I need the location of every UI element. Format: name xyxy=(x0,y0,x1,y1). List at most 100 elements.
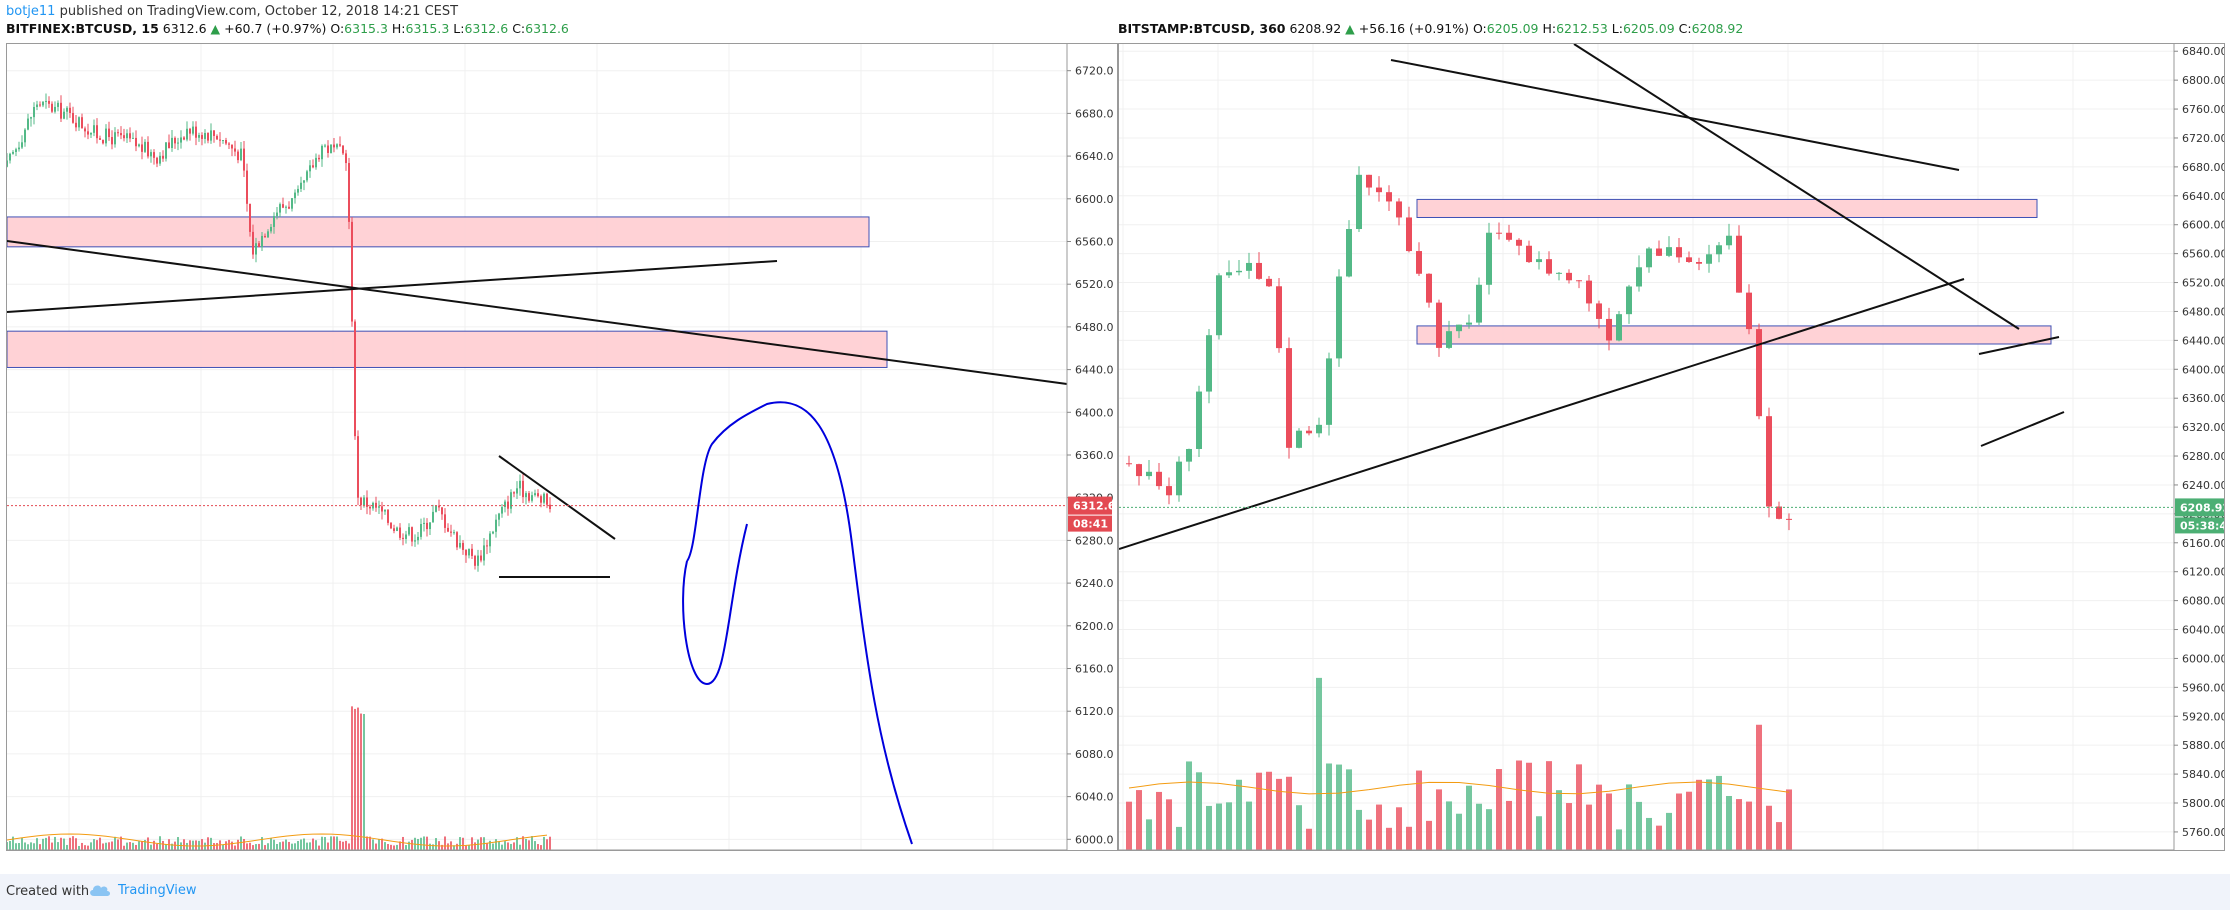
candle-body xyxy=(90,132,92,135)
candle-body xyxy=(405,534,407,539)
tradingview-logo-link[interactable]: TradingView xyxy=(118,883,197,898)
candle-body xyxy=(39,104,41,106)
y-tick-label: 6520.00 xyxy=(2182,277,2224,290)
y-tick-label: 6680.0 xyxy=(1075,107,1114,120)
candle-body xyxy=(1196,391,1202,449)
volume-bar xyxy=(306,842,308,850)
candle-body xyxy=(1456,324,1462,332)
candle-body xyxy=(324,145,326,147)
candle-body xyxy=(228,143,230,145)
candle-body xyxy=(210,130,212,141)
volume-bar xyxy=(309,842,311,850)
candle-body xyxy=(369,506,371,509)
candle-body xyxy=(1756,329,1762,417)
volume-bar xyxy=(12,836,14,850)
trend-line xyxy=(6,240,1068,385)
volume-bar xyxy=(411,839,413,850)
volume-bar xyxy=(1686,791,1692,850)
volume-bar xyxy=(177,837,179,850)
candle-body xyxy=(330,144,332,153)
volume-bar xyxy=(405,845,407,850)
volume-bar xyxy=(1276,778,1282,850)
volume-bar xyxy=(498,841,500,850)
volume-bar xyxy=(375,843,377,850)
volume-bar xyxy=(369,836,371,850)
volume-bar xyxy=(495,839,497,850)
volume-bar xyxy=(1766,805,1772,850)
candle-body xyxy=(450,531,452,533)
candle-body xyxy=(1776,506,1782,519)
volume-bar xyxy=(1326,763,1332,850)
y-tick-label: 6440.0 xyxy=(1075,364,1114,377)
volume-bar xyxy=(48,836,50,850)
volume-bar xyxy=(426,836,428,850)
candle-body xyxy=(390,522,392,529)
candle-body xyxy=(1206,335,1212,392)
y-tick-label: 6840.00 xyxy=(2182,45,2224,58)
volume-bar xyxy=(36,838,38,850)
volume-bar xyxy=(1196,772,1202,850)
author-link[interactable]: botje11 xyxy=(6,4,56,19)
trend-line xyxy=(6,260,778,313)
candle-body xyxy=(357,436,359,498)
right-chart-svg[interactable]: 6840.00 6800.00 6760.00 6720.00 6680.00 6640.… xyxy=(1118,43,2230,868)
volume-bar xyxy=(354,708,356,850)
candle-body xyxy=(1736,235,1742,293)
candle-body xyxy=(291,198,293,209)
candle-body xyxy=(1426,273,1432,303)
volume-bar xyxy=(303,838,305,850)
candle-body xyxy=(387,509,389,523)
volume-bar xyxy=(408,841,410,850)
y-tick-label: 6360.00 xyxy=(2182,392,2224,405)
timer-box xyxy=(2175,517,2225,534)
y-tick-label: 6000.00 xyxy=(2182,652,2224,665)
candle-body xyxy=(1286,348,1292,448)
candle-body xyxy=(1506,232,1512,240)
volume-bar xyxy=(348,843,350,850)
volume-bar xyxy=(294,843,296,850)
volume-bar xyxy=(1596,784,1602,850)
volume-bar xyxy=(1576,764,1582,850)
candle-body xyxy=(1126,463,1132,465)
volume-bar xyxy=(1346,769,1352,850)
volume-bar xyxy=(513,842,515,850)
candle-body xyxy=(399,527,401,538)
volume-bar xyxy=(171,843,173,850)
left-chart-svg[interactable]: 6720.0 6680.0 6640.0 6600.0 6560.0 6520.0 6480… xyxy=(6,44,1396,868)
candle-body xyxy=(1536,259,1542,263)
volume-bar xyxy=(9,840,11,850)
left-chart-panel[interactable]: 6720.0 6680.0 6640.0 6600.0 6560.0 6520.0 6480… xyxy=(6,43,1396,868)
candle-body xyxy=(213,130,215,136)
volume-bar xyxy=(435,838,437,850)
y-tick-label: 6640.0 xyxy=(1075,150,1114,163)
candle-body xyxy=(408,527,410,535)
volume-bar xyxy=(1446,801,1452,850)
candle-body xyxy=(1146,471,1152,477)
volume-bar xyxy=(1546,761,1552,850)
volume-bar xyxy=(120,836,122,850)
volume-bar xyxy=(387,843,389,850)
right-chart-panel[interactable]: 6840.00 6800.00 6760.00 6720.00 6680.00 6640.… xyxy=(1118,43,2230,868)
tradingview-cloud-icon xyxy=(88,882,112,902)
candle-body xyxy=(1226,272,1232,276)
candle-body xyxy=(402,537,404,539)
volume-bar xyxy=(516,837,518,850)
volume-bar xyxy=(1136,790,1142,850)
candle-body xyxy=(465,549,467,556)
candle-body xyxy=(147,141,149,157)
candle-body xyxy=(363,497,365,506)
y-tick-label: 6080.0 xyxy=(1075,748,1114,761)
y-tick-label: 6480.00 xyxy=(2182,305,2224,318)
candle-body xyxy=(360,497,362,506)
candle-body xyxy=(393,528,395,531)
candle-body xyxy=(114,132,116,145)
candle-body xyxy=(438,505,440,508)
hand-drawn-path xyxy=(686,401,913,845)
y-tick-label: 6760.00 xyxy=(2182,103,2224,116)
volume-bar xyxy=(339,840,341,850)
candle-body xyxy=(501,507,503,514)
candle-body xyxy=(423,522,425,524)
candle-body xyxy=(1266,278,1272,287)
candle-body xyxy=(1246,262,1252,271)
candle-body xyxy=(78,117,80,128)
